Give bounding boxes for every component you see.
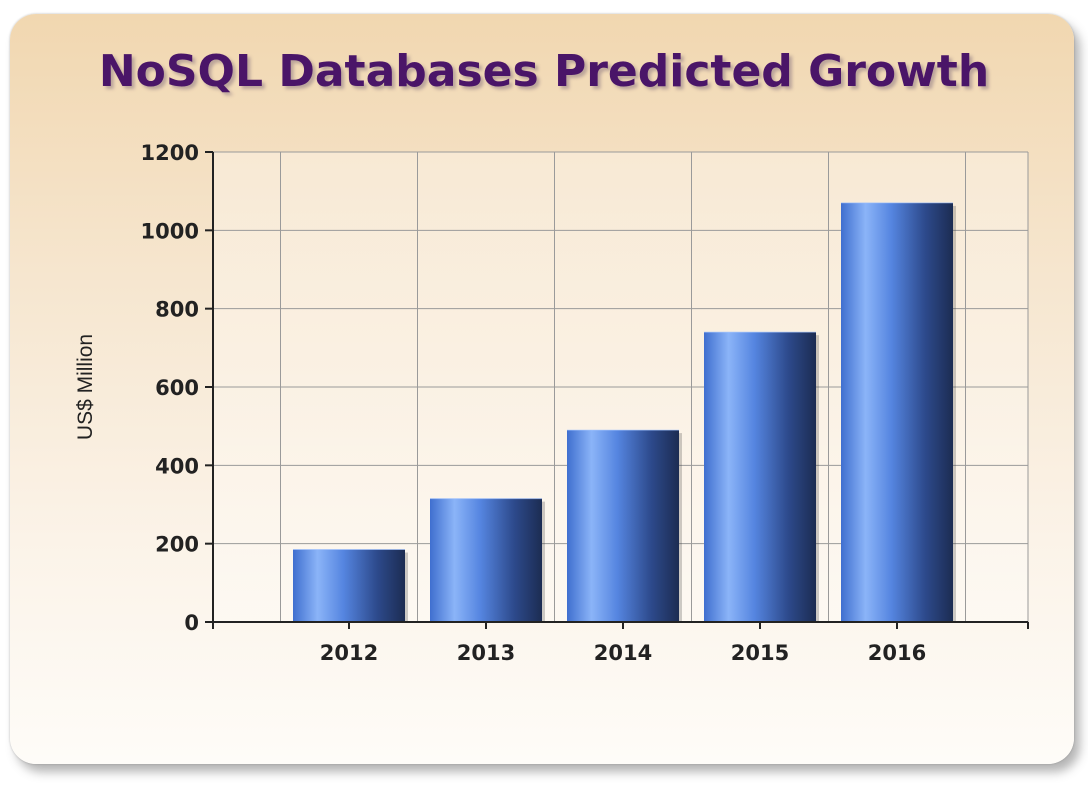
chart-title: NoSQL Databases Predicted Growth: [98, 46, 990, 97]
y-tick-label: 200: [155, 533, 199, 557]
y-tick-label: 400: [155, 454, 199, 478]
y-tick-label: 1000: [141, 219, 199, 243]
x-tick-label: 2015: [731, 641, 789, 665]
bar-2016: [841, 202, 953, 622]
bar-2012: [293, 549, 405, 622]
bar-2013: [430, 498, 542, 622]
bar-2014: [567, 430, 679, 622]
y-tick-label: 600: [155, 376, 199, 400]
x-tick-label: 2016: [868, 641, 926, 665]
bar-2015: [704, 332, 816, 622]
y-tick-label: 0: [184, 611, 199, 635]
y-tick-labels: 0 200 400 600 800 1000 1200: [141, 141, 199, 635]
bars: [293, 202, 956, 622]
y-tick-label: 800: [155, 298, 199, 322]
y-tick-label: 1200: [141, 141, 199, 165]
x-tick-label: 2012: [320, 641, 378, 665]
x-tick-label: 2014: [594, 641, 652, 665]
x-tick-label: 2013: [457, 641, 515, 665]
axes: [205, 151, 1029, 629]
y-axis-title: US$ Million: [74, 334, 97, 440]
x-tick-labels: 2012 2013 2014 2015 2016: [320, 641, 926, 665]
